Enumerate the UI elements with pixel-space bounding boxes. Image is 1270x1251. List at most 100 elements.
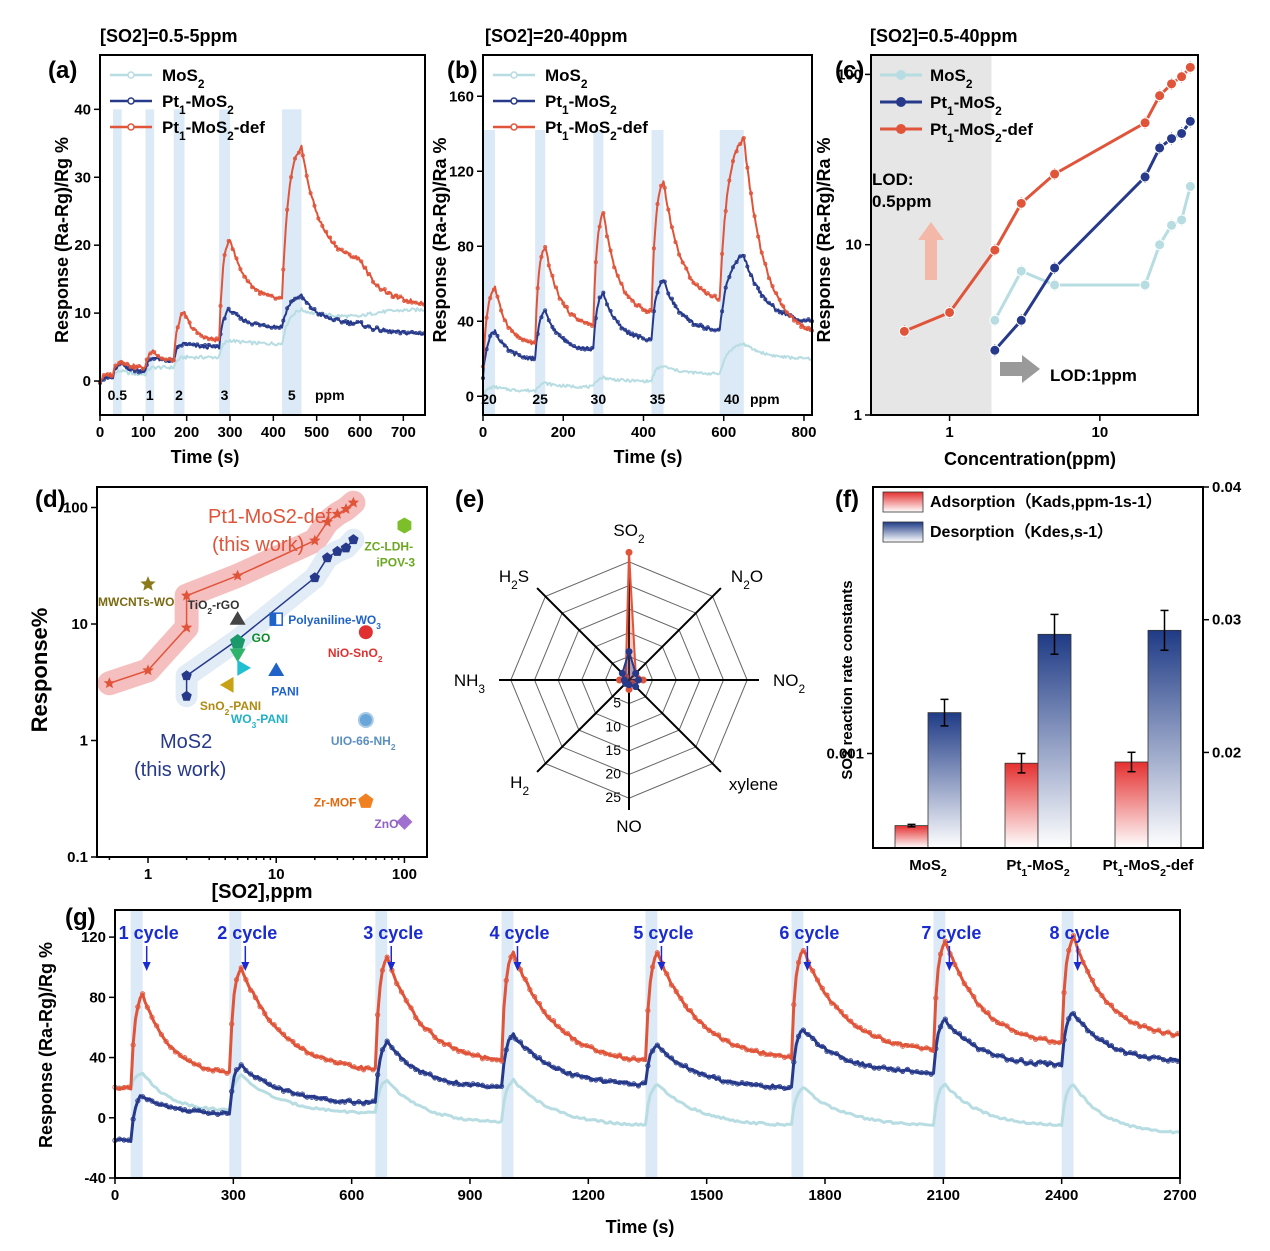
series-marker-def xyxy=(508,954,514,960)
series-marker-def xyxy=(117,360,122,365)
pulse-band xyxy=(229,910,242,1178)
series-marker-pt1 xyxy=(527,1048,533,1055)
series-marker-def xyxy=(651,246,656,251)
ref-marker-circle xyxy=(358,625,373,640)
series-marker-def xyxy=(852,1023,858,1029)
series-marker-def xyxy=(565,1030,571,1037)
series-marker-def xyxy=(280,1031,287,1037)
series-marker-def xyxy=(698,285,703,290)
ref-label: TiO2-rGO xyxy=(188,598,240,616)
series-marker-def xyxy=(484,1055,490,1062)
data-point-mos2 xyxy=(989,314,1001,326)
radar-point-pt1 xyxy=(632,669,640,677)
series-marker-def xyxy=(966,987,972,993)
panel-b-x-ticklabel: 400 xyxy=(631,424,656,441)
series-marker-pt1 xyxy=(715,1075,722,1081)
series-marker-def xyxy=(290,1039,296,1045)
series-marker-def xyxy=(583,1042,590,1049)
ref-marker-triangle xyxy=(229,611,246,625)
series-marker-pt1 xyxy=(299,1091,305,1097)
series-marker-pt1 xyxy=(866,1062,873,1068)
series-marker-def xyxy=(182,1055,188,1061)
panel-f-yr-ticklabel: 0.02 xyxy=(1212,744,1241,761)
series-marker-pt1 xyxy=(394,329,399,334)
panel-g-y-ticklabel: 0 xyxy=(98,1110,106,1127)
series-marker-def xyxy=(517,966,524,973)
series-marker-pt1 xyxy=(633,332,638,337)
series-marker-def xyxy=(408,1005,414,1011)
series-marker-pt1 xyxy=(484,1084,490,1090)
series-marker-pt1 xyxy=(328,1098,334,1104)
series-marker-pt1 xyxy=(1156,1054,1162,1061)
series-marker-def xyxy=(1160,1031,1167,1037)
series-marker-pt1 xyxy=(1018,1057,1024,1063)
pulse-label: 0.5 xyxy=(108,387,128,403)
series-marker-pt1 xyxy=(662,279,667,284)
series-marker-pt1 xyxy=(441,1077,447,1083)
data-point-mos2 xyxy=(1166,219,1178,231)
series-marker-def xyxy=(588,1044,594,1050)
panel-c-lod-line1: LOD: xyxy=(872,170,914,189)
data-point-def xyxy=(1154,90,1166,102)
series-marker-def xyxy=(413,1015,419,1021)
series-marker-pt1 xyxy=(1160,1057,1167,1063)
series-marker-pt1 xyxy=(819,1043,825,1050)
lod-arrow-up-icon xyxy=(918,222,944,240)
panel-b-x-ticklabel: 600 xyxy=(711,424,736,441)
series-marker-pt1 xyxy=(723,285,728,290)
series-marker-pt1 xyxy=(224,1110,230,1117)
ref-marker-star xyxy=(140,576,156,591)
data-point-mos-pentagon xyxy=(332,545,343,556)
series-marker-def xyxy=(229,1021,235,1027)
series-marker-pt1 xyxy=(806,317,811,322)
panel-b-label: (b) xyxy=(447,57,478,84)
pulse-label: 40 xyxy=(724,391,740,407)
series-marker-pt1 xyxy=(498,1083,505,1089)
series-marker-pt1 xyxy=(158,1101,164,1107)
series-marker-def xyxy=(417,302,422,307)
series-marker-pt1 xyxy=(191,342,196,347)
series-marker-pt1 xyxy=(359,320,364,325)
ref-label: PANI xyxy=(271,684,299,698)
series-marker-pt1 xyxy=(1037,1059,1043,1065)
series-marker-def xyxy=(806,325,811,330)
series-marker-def xyxy=(427,1028,433,1034)
series-marker-pt1 xyxy=(1099,1037,1105,1043)
series-marker-def xyxy=(730,159,735,164)
series-marker-def xyxy=(777,1052,783,1058)
panel-g-frame xyxy=(114,909,1181,1179)
series-marker-pt1 xyxy=(1032,1061,1039,1068)
panel-a-x-ticklabel: 0 xyxy=(96,424,104,441)
series-marker-def xyxy=(296,150,301,155)
series-marker-def xyxy=(214,336,219,341)
bar-adsorption xyxy=(1004,762,1039,849)
panel-c-x-ticklabel: 10 xyxy=(1091,424,1108,441)
panel-g-y-ticklabel: 120 xyxy=(81,929,106,946)
series-marker-pt1 xyxy=(966,1038,972,1044)
ref-marker-ball xyxy=(357,711,374,728)
data-point-def xyxy=(944,306,956,318)
data-point-mos2 xyxy=(1154,239,1166,251)
series-marker-def xyxy=(488,295,493,300)
series-marker-def xyxy=(346,1061,353,1067)
series-marker-pt1 xyxy=(495,333,500,338)
panel-a-frame xyxy=(99,54,426,416)
series-marker-pt1 xyxy=(774,308,779,313)
series-marker-def xyxy=(669,225,674,230)
series-marker-def xyxy=(113,363,118,368)
series-marker-def xyxy=(130,1042,136,1048)
series-marker-pt1 xyxy=(233,1067,240,1073)
series-marker-def xyxy=(222,252,227,257)
series-marker-pt1 xyxy=(532,1053,538,1059)
series-marker-def xyxy=(582,320,587,325)
series-marker-pt1 xyxy=(536,1054,542,1061)
panel-f-legend-des: Desorption（Kdes,s-1） xyxy=(930,523,1113,541)
series-marker-def xyxy=(432,1034,438,1040)
series-marker-def xyxy=(640,1056,646,1062)
series-marker-pt1 xyxy=(320,311,325,316)
series-marker-def xyxy=(1141,1023,1148,1029)
series-marker-pt1 xyxy=(543,308,548,313)
panel-b-y-ticklabel: 120 xyxy=(449,163,474,180)
series-marker-def xyxy=(152,350,157,355)
cycle-label: 8 cycle xyxy=(1050,923,1110,943)
